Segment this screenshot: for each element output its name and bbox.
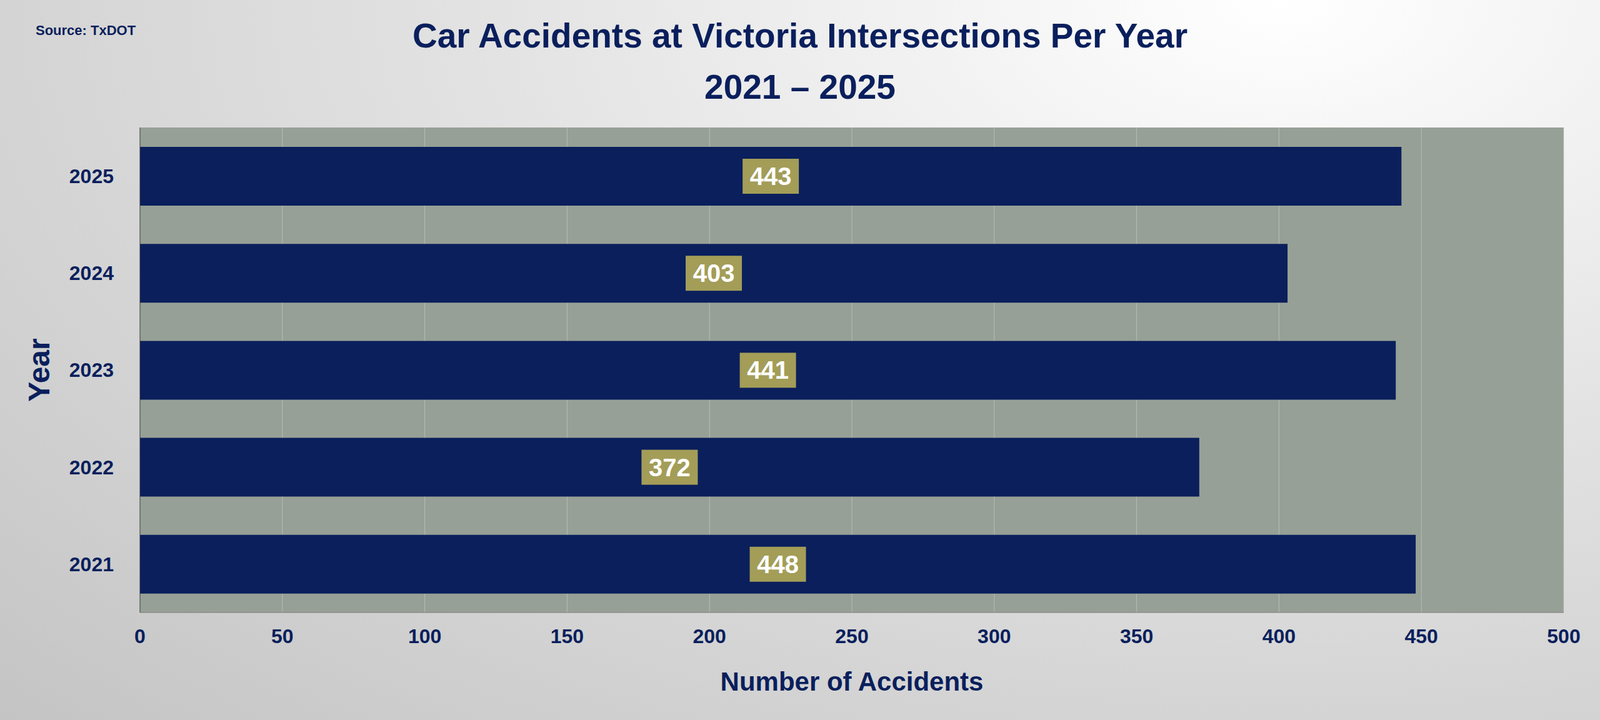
- svg-text:300: 300: [977, 625, 1011, 648]
- svg-text:Number of Accidents: Number of Accidents: [720, 666, 984, 697]
- svg-text:350: 350: [1120, 625, 1154, 648]
- svg-text:Year: Year: [22, 338, 56, 402]
- svg-text:2021: 2021: [69, 553, 114, 576]
- svg-text:50: 50: [271, 625, 294, 648]
- svg-text:500: 500: [1546, 625, 1580, 648]
- svg-text:450: 450: [1405, 625, 1439, 648]
- svg-text:443: 443: [750, 162, 792, 190]
- svg-text:400: 400: [1262, 625, 1296, 648]
- svg-text:200: 200: [693, 625, 727, 648]
- svg-text:2022: 2022: [69, 456, 114, 479]
- svg-text:448: 448: [756, 550, 799, 579]
- html-text:Source: TxDOT: Source: TxDOT: [35, 22, 136, 39]
- svg-text:372: 372: [648, 453, 691, 482]
- svg-text:441: 441: [746, 356, 789, 384]
- svg-text:2025: 2025: [69, 165, 114, 188]
- svg-text:2024: 2024: [69, 261, 114, 285]
- svg-text:250: 250: [835, 625, 869, 648]
- svg-text:150: 150: [550, 625, 584, 648]
- html-text:Car Accidents at Victoria Inte: Car Accidents at Victoria Intersections …: [412, 16, 1188, 55]
- svg-text:100: 100: [408, 625, 442, 648]
- svg-text:0: 0: [134, 625, 146, 648]
- svg-text:403: 403: [693, 259, 735, 287]
- html-text:2021 – 2025: 2021 – 2025: [704, 67, 896, 107]
- svg-text:2023: 2023: [69, 358, 114, 382]
